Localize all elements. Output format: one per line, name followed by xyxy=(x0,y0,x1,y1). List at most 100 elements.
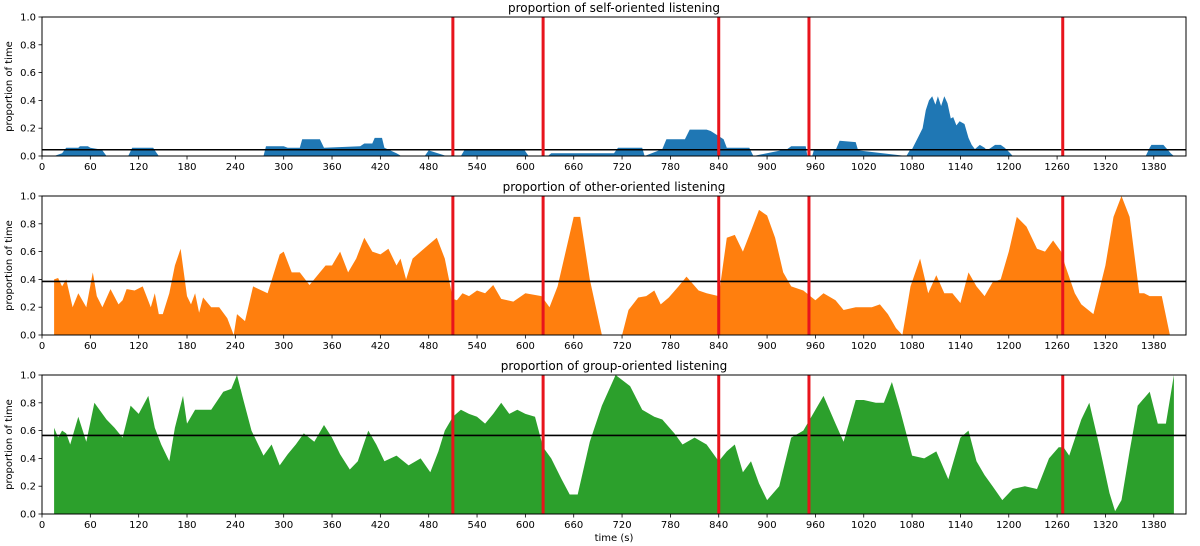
x-tick-label: 1260 xyxy=(1044,162,1069,173)
chart-title: proportion of self-oriented listening xyxy=(508,1,720,15)
chart-title: proportion of group-oriented listening xyxy=(501,359,727,373)
x-tick-label: 720 xyxy=(613,162,632,173)
x-tick-label: 600 xyxy=(516,520,535,531)
x-tick-label: 360 xyxy=(322,520,341,531)
y-axis-label: proportion of time xyxy=(4,220,15,311)
x-tick-label: 1020 xyxy=(851,520,876,531)
y-tick-label: 0.6 xyxy=(20,68,36,79)
x-tick-label: 60 xyxy=(84,162,97,173)
x-tick-label: 420 xyxy=(371,341,390,352)
chart-title: proportion of other-oriented listening xyxy=(503,180,726,194)
x-tick-label: 840 xyxy=(709,520,728,531)
x-tick-label: 1320 xyxy=(1093,162,1118,173)
x-tick-label: 1260 xyxy=(1044,520,1069,531)
x-tick-label: 540 xyxy=(467,162,486,173)
x-tick-label: 0 xyxy=(39,520,45,531)
x-tick-label: 960 xyxy=(806,341,825,352)
y-tick-label: 0.8 xyxy=(20,398,36,409)
x-tick-label: 480 xyxy=(419,162,438,173)
x-tick-label: 1140 xyxy=(948,341,973,352)
area-series xyxy=(54,96,1174,156)
x-tick-label: 180 xyxy=(177,520,196,531)
y-tick-label: 0.0 xyxy=(20,331,36,342)
x-tick-label: 240 xyxy=(226,520,245,531)
x-tick-label: 600 xyxy=(516,341,535,352)
y-axis-label: proportion of time xyxy=(4,41,15,132)
y-tick-label: 0.6 xyxy=(20,426,36,437)
x-tick-label: 420 xyxy=(371,520,390,531)
x-tick-label: 180 xyxy=(177,341,196,352)
y-tick-label: 0.4 xyxy=(20,275,36,286)
y-tick-label: 1.0 xyxy=(20,13,36,24)
y-tick-label: 0.4 xyxy=(20,96,36,107)
x-tick-label: 1200 xyxy=(996,162,1021,173)
x-tick-label: 780 xyxy=(661,162,680,173)
y-tick-label: 0.0 xyxy=(20,510,36,521)
y-tick-label: 0.2 xyxy=(20,482,36,493)
x-tick-label: 840 xyxy=(709,341,728,352)
x-tick-label: 1380 xyxy=(1141,520,1166,531)
x-tick-label: 1020 xyxy=(851,341,876,352)
x-tick-label: 1080 xyxy=(899,162,924,173)
chart-panel-2: 0 60 120 180 240 300 360 420 480 540 600 660 720 780 8… xyxy=(4,359,1187,544)
x-tick-label: 960 xyxy=(806,520,825,531)
x-tick-label: 480 xyxy=(419,520,438,531)
x-tick-label: 240 xyxy=(226,162,245,173)
axes-frame xyxy=(41,195,1187,336)
y-tick-label: 0.2 xyxy=(20,124,36,135)
x-tick-label: 300 xyxy=(274,520,293,531)
x-tick-label: 780 xyxy=(661,520,680,531)
x-tick-label: 1380 xyxy=(1141,341,1166,352)
x-tick-label: 1140 xyxy=(948,520,973,531)
x-tick-label: 240 xyxy=(226,341,245,352)
y-axis-label: proportion of time xyxy=(4,399,15,490)
x-tick-label: 900 xyxy=(758,520,777,531)
axes-frame xyxy=(41,374,1187,515)
x-tick-label: 1260 xyxy=(1044,341,1069,352)
x-tick-label: 300 xyxy=(274,162,293,173)
x-tick-label: 840 xyxy=(709,162,728,173)
x-tick-label: 120 xyxy=(129,341,148,352)
x-tick-label: 300 xyxy=(274,341,293,352)
x-tick-label: 360 xyxy=(322,341,341,352)
y-tick-label: 0.8 xyxy=(20,219,36,230)
y-tick-label: 1.0 xyxy=(20,192,36,203)
x-tick-label: 780 xyxy=(661,341,680,352)
x-tick-label: 60 xyxy=(84,520,97,531)
x-tick-label: 960 xyxy=(806,162,825,173)
x-tick-label: 1140 xyxy=(948,162,973,173)
y-tick-label: 0.2 xyxy=(20,303,36,314)
chart-panels: 0 60 120 180 240 300 360 420 480 540 600 660 720 780 8… xyxy=(4,1,1187,544)
x-tick-label: 1020 xyxy=(851,162,876,173)
y-tick-label: 0.4 xyxy=(20,454,36,465)
x-tick-label: 660 xyxy=(564,162,583,173)
chart-panel-0: 0 60 120 180 240 300 360 420 480 540 600 660 720 780 8… xyxy=(4,1,1187,173)
x-tick-label: 420 xyxy=(371,162,390,173)
x-tick-label: 720 xyxy=(613,520,632,531)
x-tick-label: 480 xyxy=(419,341,438,352)
x-tick-label: 600 xyxy=(516,162,535,173)
x-tick-label: 660 xyxy=(564,341,583,352)
x-tick-label: 180 xyxy=(177,162,196,173)
y-tick-label: 1.0 xyxy=(20,371,36,382)
x-tick-label: 900 xyxy=(758,162,777,173)
x-tick-label: 120 xyxy=(129,162,148,173)
x-tick-label: 1320 xyxy=(1093,341,1118,352)
chart-panel-1: 0 60 120 180 240 300 360 420 480 540 600 660 720 780 8… xyxy=(4,180,1187,352)
x-tick-label: 120 xyxy=(129,520,148,531)
y-tick-label: 0.0 xyxy=(20,152,36,163)
x-tick-label: 1080 xyxy=(899,520,924,531)
x-tick-label: 540 xyxy=(467,341,486,352)
x-tick-label: 60 xyxy=(84,341,97,352)
x-tick-label: 1080 xyxy=(899,341,924,352)
y-tick-label: 0.8 xyxy=(20,40,36,51)
x-tick-label: 0 xyxy=(39,162,45,173)
x-tick-label: 720 xyxy=(613,341,632,352)
area-series xyxy=(54,375,1174,514)
x-tick-label: 1200 xyxy=(996,341,1021,352)
area-series xyxy=(54,196,1170,335)
x-axis-label: time (s) xyxy=(595,533,634,544)
x-tick-label: 360 xyxy=(322,162,341,173)
x-tick-label: 540 xyxy=(467,520,486,531)
x-tick-label: 1200 xyxy=(996,520,1021,531)
